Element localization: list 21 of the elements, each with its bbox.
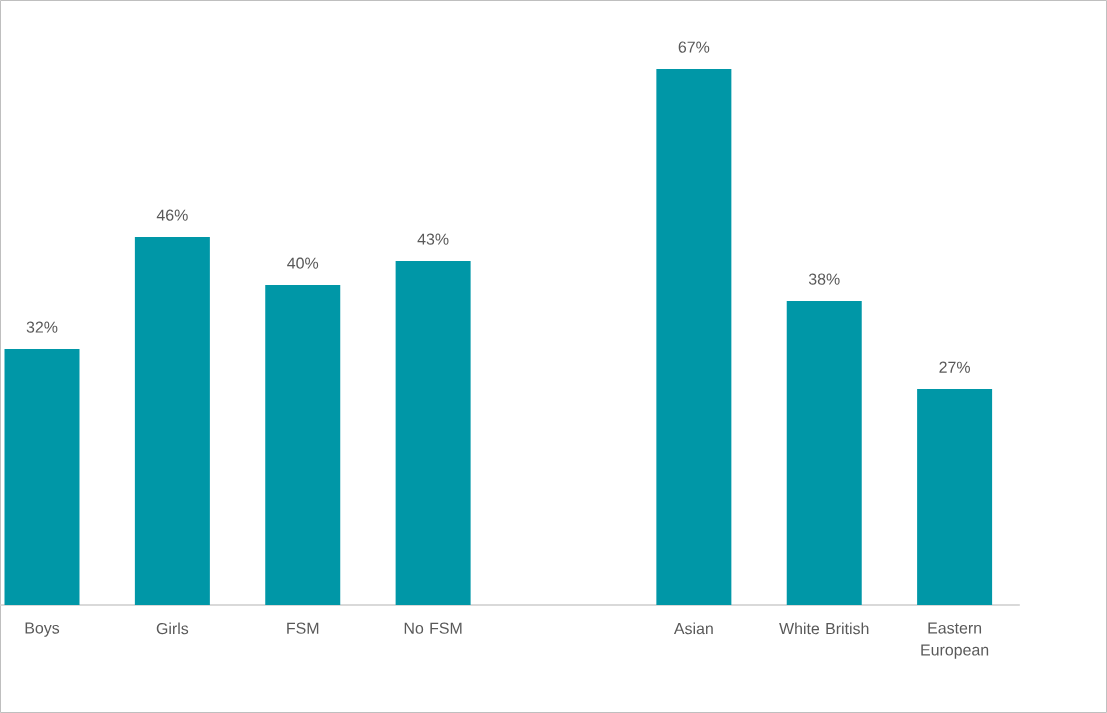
bar (265, 284, 341, 605)
bar (395, 260, 471, 605)
x-tick-label: FSM (287, 622, 319, 634)
x-tick-label: Boys (25, 622, 60, 637)
bar (656, 68, 732, 605)
data-label: 67% (678, 41, 710, 53)
data-label: 27% (939, 361, 970, 373)
data-label: 43% (417, 233, 449, 245)
data-label: 32% (26, 321, 58, 333)
x-tick-label: Eastern European (921, 622, 989, 659)
bar (917, 388, 993, 605)
bar (786, 300, 862, 605)
data-label: 40% (287, 257, 319, 269)
x-tick-label: White British (779, 622, 869, 635)
x-tick-label: Girls (156, 622, 189, 635)
x-tick-label: No FSM (404, 622, 462, 634)
x-tick-label: Asian (673, 622, 713, 635)
data-label: 38% (808, 273, 840, 285)
bar (4, 348, 80, 605)
data-label: 46% (156, 209, 188, 221)
bar (134, 236, 210, 605)
